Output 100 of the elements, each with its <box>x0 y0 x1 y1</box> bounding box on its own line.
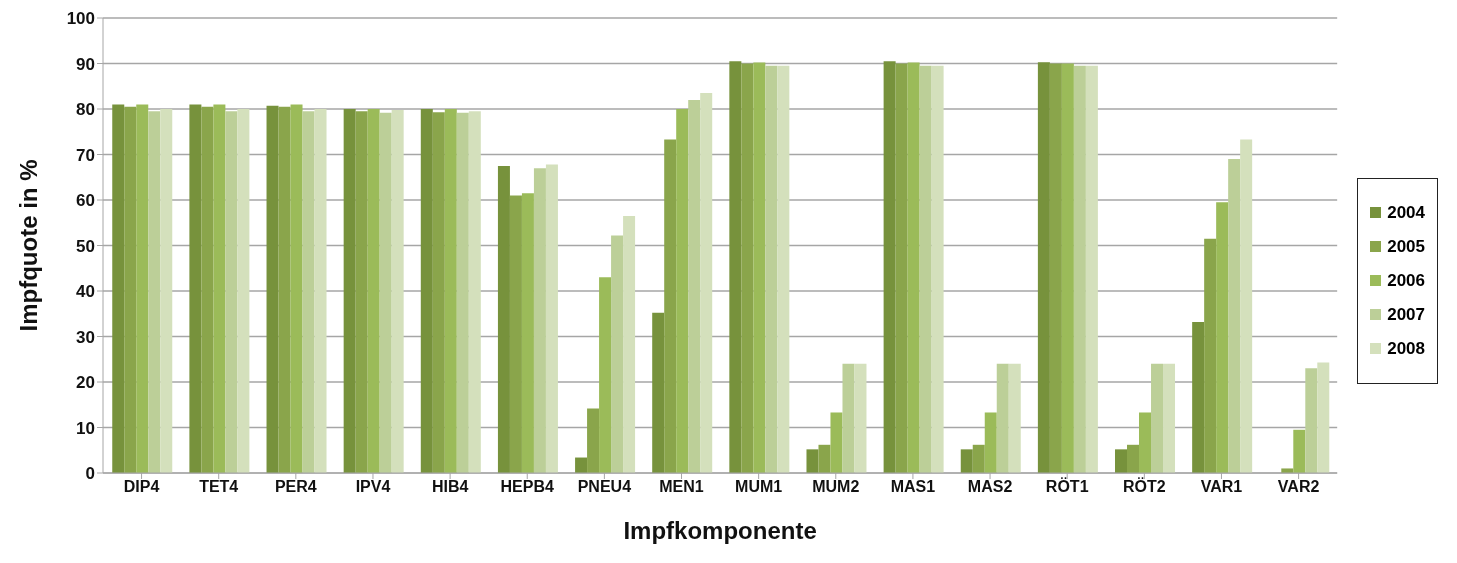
bar <box>960 449 973 473</box>
bar <box>1317 362 1330 473</box>
bar <box>237 109 250 473</box>
bar <box>124 106 137 473</box>
bar <box>266 105 279 473</box>
bar <box>1216 202 1229 473</box>
bar <box>355 111 368 473</box>
x-tick-label: MAS1 <box>890 478 936 496</box>
bar <box>664 139 677 473</box>
x-tick-label: VAR1 <box>1200 478 1243 496</box>
y-tick-label: 40 <box>76 282 95 302</box>
bar <box>1293 429 1306 473</box>
bar <box>1204 238 1217 473</box>
bar <box>587 408 600 473</box>
bar <box>1192 321 1205 473</box>
bar <box>907 62 920 473</box>
y-tick-label: 10 <box>76 418 95 438</box>
x-tick-label: HIB4 <box>431 478 469 496</box>
x-tick-label: RÖT1 <box>1045 477 1089 496</box>
bar <box>599 277 612 473</box>
y-axis-title: Impfquote in % <box>14 159 42 332</box>
bar <box>741 63 754 473</box>
bar <box>391 109 404 473</box>
bar <box>201 106 214 473</box>
bar <box>806 449 819 473</box>
x-tick-label: MUM1 <box>735 478 783 496</box>
bar <box>1061 63 1074 473</box>
bar <box>818 444 831 473</box>
bar <box>919 65 932 473</box>
bar <box>996 363 1009 473</box>
bar <box>854 363 867 473</box>
bar <box>1228 159 1241 473</box>
bar <box>883 61 896 473</box>
bar <box>456 112 469 473</box>
bar <box>521 193 534 473</box>
bar <box>1073 65 1086 473</box>
bar <box>1037 62 1050 473</box>
bar <box>136 104 149 473</box>
bar <box>379 112 392 473</box>
bar <box>1139 412 1152 473</box>
bar <box>509 195 522 473</box>
bar <box>611 235 624 473</box>
x-tick-label: IPV4 <box>355 478 391 496</box>
x-axis-title: Impfkomponente <box>623 517 817 544</box>
bar <box>343 109 356 473</box>
bar <box>278 106 291 473</box>
legend-label: 2004 <box>1386 202 1425 223</box>
bar <box>225 111 238 473</box>
x-tick-label: RÖT2 <box>1123 477 1166 496</box>
bar <box>972 444 985 473</box>
bar <box>533 168 546 473</box>
bar <box>1127 444 1140 473</box>
bar <box>765 65 778 473</box>
x-tick-label: VAR2 <box>1277 478 1320 496</box>
bar <box>420 109 433 473</box>
bar <box>545 164 558 473</box>
y-tick-label: 100 <box>66 9 95 29</box>
bar <box>314 109 327 473</box>
bar <box>777 65 790 473</box>
x-tick-label: PNEU4 <box>577 478 632 496</box>
bar <box>367 109 380 473</box>
bar <box>1008 363 1021 473</box>
bar <box>1115 449 1128 473</box>
legend-label: 2008 <box>1386 338 1425 359</box>
y-tick-label: 70 <box>76 145 95 165</box>
bar <box>575 457 588 473</box>
bar <box>1085 65 1098 473</box>
bar <box>1240 139 1253 473</box>
bar <box>213 104 226 473</box>
bar <box>623 215 636 473</box>
bar <box>753 62 766 473</box>
x-tick-label: MUM2 <box>812 478 860 496</box>
bar <box>148 111 161 473</box>
bar <box>468 111 481 473</box>
y-tick-label: 0 <box>85 464 95 484</box>
legend-label: 2006 <box>1386 270 1425 291</box>
bar <box>729 61 742 473</box>
legend-label: 2007 <box>1386 304 1425 325</box>
y-tick-label: 30 <box>76 327 95 347</box>
bar <box>290 104 303 473</box>
bar <box>1163 363 1176 473</box>
y-tick-label: 50 <box>76 236 95 256</box>
bar <box>830 412 843 473</box>
y-tick-label: 80 <box>76 100 95 120</box>
bar <box>112 104 125 473</box>
bar <box>842 363 855 473</box>
x-tick-label: PER4 <box>274 478 317 496</box>
bar <box>676 109 689 473</box>
x-tick-label: MAS2 <box>967 478 1013 496</box>
bar <box>497 165 510 473</box>
bar <box>189 104 202 473</box>
bar <box>931 65 944 473</box>
bar <box>688 99 701 473</box>
bar <box>432 112 445 473</box>
bar <box>444 109 457 473</box>
x-tick-label: HEPB4 <box>500 478 555 496</box>
bar <box>700 93 713 473</box>
y-tick-label: 20 <box>76 373 95 393</box>
x-tick-label: DIP4 <box>123 478 160 496</box>
bar <box>1151 363 1164 473</box>
